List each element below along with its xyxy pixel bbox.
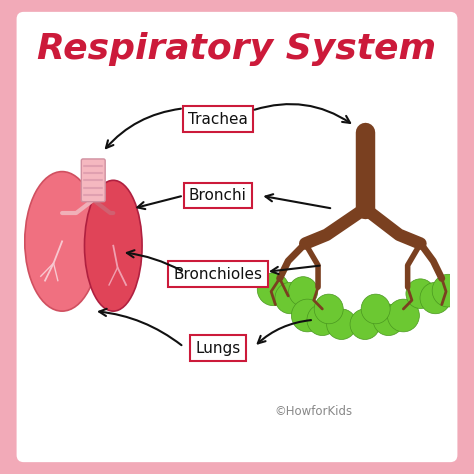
Text: Trachea: Trachea [188, 112, 248, 127]
FancyBboxPatch shape [82, 159, 105, 201]
Ellipse shape [327, 309, 356, 339]
Ellipse shape [420, 283, 451, 314]
Ellipse shape [25, 172, 100, 311]
Text: Respiratory System: Respiratory System [37, 32, 437, 66]
Ellipse shape [373, 304, 404, 336]
Ellipse shape [307, 304, 337, 336]
Text: ©HowforKids: ©HowforKids [275, 405, 353, 418]
Ellipse shape [292, 299, 323, 332]
Ellipse shape [84, 180, 142, 311]
Ellipse shape [314, 294, 343, 324]
Text: Bronchioles: Bronchioles [173, 266, 262, 282]
Text: Lungs: Lungs [195, 341, 240, 356]
Text: Bronchi: Bronchi [189, 188, 247, 203]
Ellipse shape [432, 274, 464, 307]
Ellipse shape [275, 283, 306, 314]
Ellipse shape [361, 294, 390, 324]
Ellipse shape [406, 279, 435, 309]
Ellipse shape [350, 309, 380, 339]
Ellipse shape [257, 273, 289, 306]
Ellipse shape [289, 277, 318, 306]
Ellipse shape [387, 299, 419, 332]
